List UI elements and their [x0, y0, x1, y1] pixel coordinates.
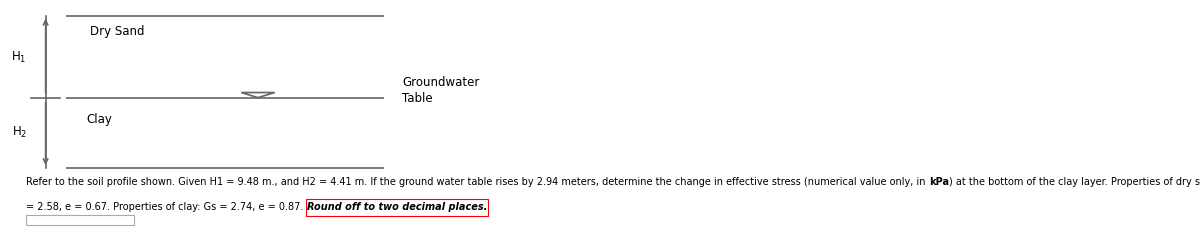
Text: H$_1$: H$_1$	[12, 50, 26, 65]
Text: ) at the bottom of the clay layer. Properties of dry sand: Gs: ) at the bottom of the clay layer. Prope…	[949, 177, 1200, 187]
Text: Refer to the soil profile shown. Given H1 = 9.48 m., and H2 = 4.41 m. If the gro: Refer to the soil profile shown. Given H…	[26, 177, 929, 187]
Text: H$_2$: H$_2$	[12, 125, 26, 140]
Text: Round off to two decimal places.: Round off to two decimal places.	[307, 202, 487, 212]
Text: = 2.58, e = 0.67. Properties of clay: Gs = 2.74, e = 0.87.: = 2.58, e = 0.67. Properties of clay: Gs…	[26, 202, 307, 212]
Text: kPa: kPa	[929, 177, 949, 187]
Text: Groundwater
Table: Groundwater Table	[402, 76, 479, 105]
Text: Dry Sand: Dry Sand	[90, 25, 144, 38]
Text: Clay: Clay	[86, 113, 113, 126]
